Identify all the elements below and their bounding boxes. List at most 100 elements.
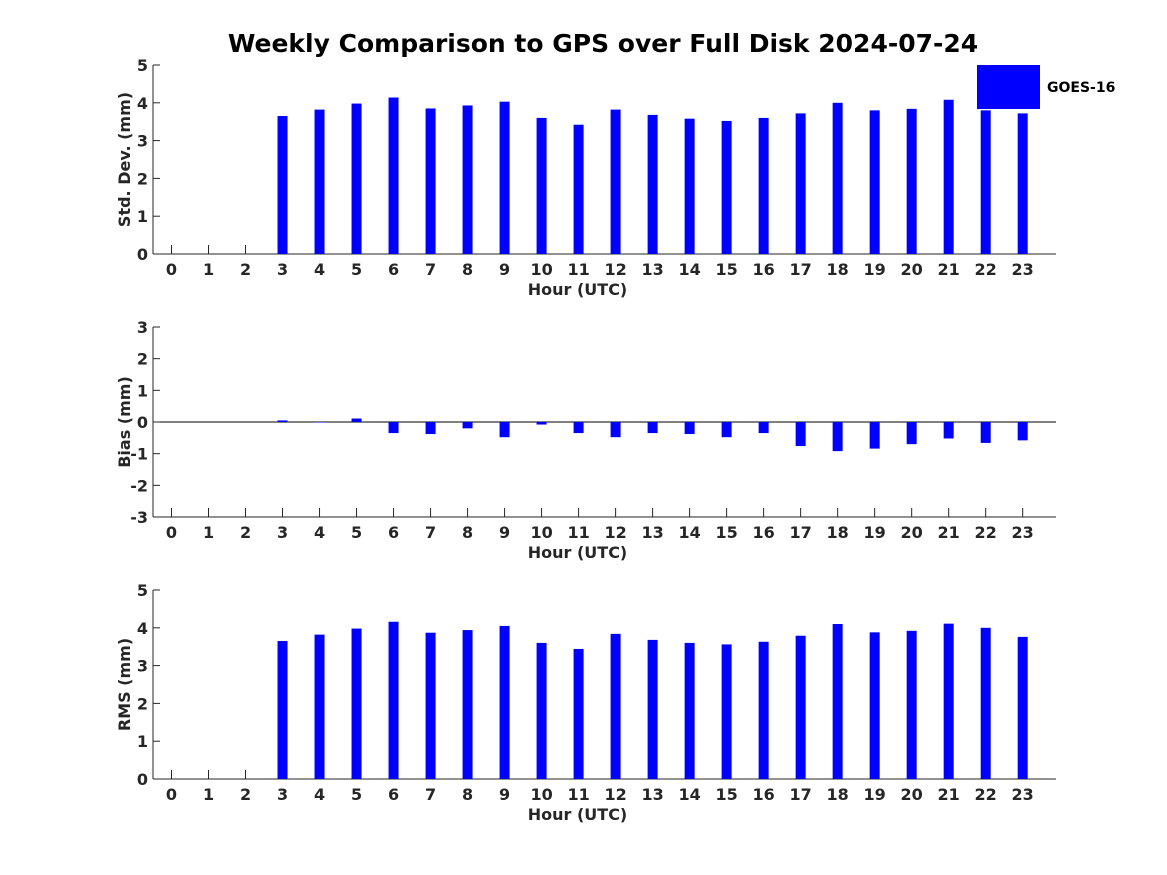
bar [1017, 113, 1028, 254]
bar [647, 639, 658, 779]
bar [314, 422, 325, 423]
bar [906, 422, 917, 445]
x-tick-label: 5 [351, 523, 362, 542]
bar [906, 108, 917, 255]
y-tick-label: -3 [130, 508, 148, 527]
y-tick-label: 0 [137, 413, 148, 432]
bar [573, 422, 584, 434]
x-tick-label: 12 [604, 785, 626, 804]
x-tick-label: 8 [462, 260, 473, 279]
x-tick-label: 23 [1012, 260, 1034, 279]
y-tick-label: 5 [137, 56, 148, 75]
y-axis-label: Bias (mm) [115, 376, 134, 468]
y-tick-label: 3 [137, 657, 148, 676]
bar [499, 625, 510, 779]
bar [610, 422, 621, 438]
bar [425, 108, 436, 254]
bar [684, 118, 695, 255]
bar [314, 634, 325, 779]
x-tick-label: 18 [827, 523, 849, 542]
x-tick-label: 11 [567, 523, 589, 542]
bar [795, 113, 806, 254]
bar [832, 624, 843, 779]
x-tick-label: 0 [166, 260, 177, 279]
y-tick-label: 4 [137, 619, 148, 638]
y-tick-label: 1 [137, 732, 148, 751]
x-tick-label: 16 [753, 260, 775, 279]
x-tick-label: 10 [530, 260, 552, 279]
bar [758, 641, 769, 779]
x-tick-label: 8 [462, 523, 473, 542]
x-tick-label: 6 [388, 260, 399, 279]
bar [758, 422, 769, 434]
x-tick-label: 7 [425, 523, 436, 542]
x-tick-label: 6 [388, 785, 399, 804]
y-tick-label: 1 [137, 381, 148, 400]
y-axis-label: RMS (mm) [115, 638, 134, 731]
bar [1017, 422, 1028, 441]
bar [388, 422, 399, 434]
bar [351, 103, 362, 254]
x-tick-label: 0 [166, 785, 177, 804]
x-tick-label: 21 [938, 523, 960, 542]
bar [684, 642, 695, 779]
x-tick-label: 3 [277, 260, 288, 279]
x-tick-label: 15 [715, 785, 737, 804]
bar [721, 422, 732, 438]
x-tick-label: 21 [938, 260, 960, 279]
legend-label: GOES-16 [1047, 80, 1115, 96]
x-tick-label: 5 [351, 785, 362, 804]
y-tick-label: 0 [137, 770, 148, 789]
x-tick-label: 9 [499, 785, 510, 804]
bar [499, 101, 510, 254]
bar [869, 422, 880, 449]
bar [721, 120, 732, 254]
y-tick-label: 3 [137, 132, 148, 151]
legend: GOES-16 [977, 65, 1115, 109]
bar [943, 422, 954, 439]
x-tick-label: 20 [901, 260, 923, 279]
y-tick-label: 3 [137, 318, 148, 337]
bar [980, 627, 991, 779]
x-tick-label: 23 [1012, 523, 1034, 542]
x-tick-label: 7 [425, 785, 436, 804]
x-axis-label: Hour (UTC) [528, 805, 628, 824]
bar [610, 109, 621, 254]
x-tick-label: 19 [864, 785, 886, 804]
bar [832, 102, 843, 254]
x-axis-label: Hour (UTC) [528, 543, 628, 562]
x-tick-label: 16 [753, 523, 775, 542]
x-tick-label: 22 [975, 523, 997, 542]
x-tick-label: 11 [567, 785, 589, 804]
bar [869, 632, 880, 779]
x-tick-label: 23 [1012, 785, 1034, 804]
bar [277, 116, 288, 254]
x-tick-label: 0 [166, 523, 177, 542]
x-tick-label: 22 [975, 785, 997, 804]
bar [980, 110, 991, 254]
bar [499, 422, 510, 438]
bar [536, 642, 547, 779]
bar [351, 418, 362, 422]
y-tick-label: 2 [137, 169, 148, 188]
x-tick-label: 12 [604, 523, 626, 542]
bar [277, 420, 288, 422]
bar [388, 621, 399, 779]
bar [536, 117, 547, 254]
x-tick-label: 20 [901, 785, 923, 804]
bar [388, 97, 399, 255]
x-tick-label: 17 [790, 785, 812, 804]
bar [943, 99, 954, 254]
legend-swatch [977, 65, 1040, 109]
y-tick-label: 0 [137, 245, 148, 264]
chart-title: Weekly Comparison to GPS over Full Disk … [228, 29, 978, 58]
x-tick-label: 4 [314, 260, 325, 279]
y-tick-label: -2 [130, 476, 148, 495]
x-tick-label: 22 [975, 260, 997, 279]
y-tick-label: 4 [137, 94, 148, 113]
x-tick-label: 20 [901, 523, 923, 542]
x-tick-label: 18 [827, 260, 849, 279]
x-tick-label: 21 [938, 785, 960, 804]
